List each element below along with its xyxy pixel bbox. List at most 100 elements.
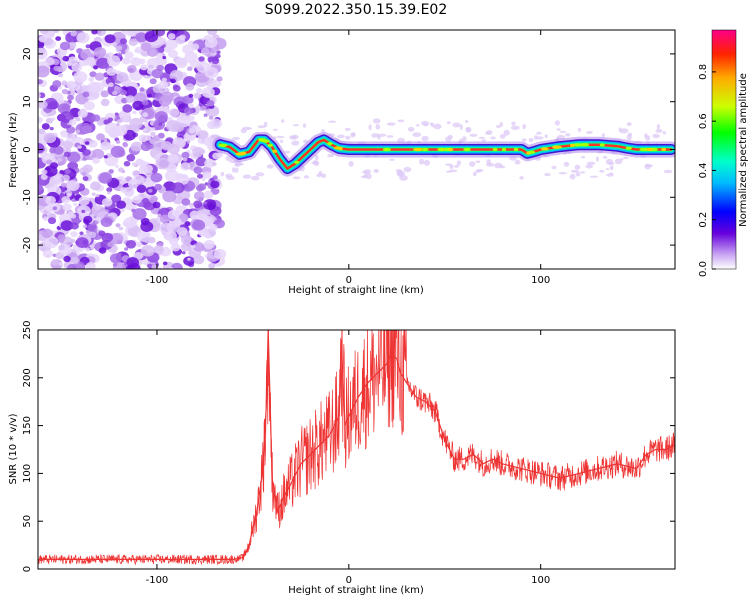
noise-speck	[44, 97, 58, 110]
faint-speck	[232, 167, 236, 173]
ridge-highlight	[382, 147, 391, 152]
faint-speck	[522, 123, 526, 130]
ridge-highlight	[338, 147, 343, 151]
noise-speck	[116, 72, 129, 83]
noise-speck	[149, 106, 154, 110]
noise-speck	[62, 140, 73, 150]
faint-speck	[315, 154, 319, 161]
noise-speck	[132, 195, 142, 204]
noise-speck	[38, 92, 46, 99]
noise-speck	[179, 34, 186, 41]
noise-speck	[38, 116, 43, 124]
faint-speck	[220, 171, 225, 177]
faint-speck	[419, 158, 425, 165]
faint-speck	[344, 127, 351, 131]
faint-speck	[619, 128, 629, 134]
faint-speck	[577, 127, 582, 132]
faint-speck	[280, 139, 284, 144]
snr-frame	[37, 329, 676, 570]
noise-speck	[85, 88, 100, 101]
noise-speck	[87, 223, 98, 232]
noise-speck	[38, 185, 44, 192]
noise-speck	[128, 38, 138, 46]
faint-speck	[499, 134, 506, 139]
faint-speck	[475, 160, 481, 163]
snr-y-axis-label: SNR (10 * v/v)	[8, 413, 19, 484]
noise-speck	[93, 47, 107, 58]
noise-speck	[60, 220, 74, 231]
noise-speck	[81, 171, 87, 176]
faint-speck	[466, 127, 470, 132]
noise-speck	[51, 259, 59, 266]
faint-speck	[656, 123, 661, 130]
noise-speck	[98, 230, 106, 237]
faint-speck	[655, 128, 663, 133]
faint-speck	[456, 160, 462, 166]
noise-speck	[120, 50, 126, 55]
noise-speck	[156, 52, 163, 58]
y-tick-label: -20	[22, 237, 33, 253]
noise-speck	[202, 87, 215, 98]
noise-speck	[88, 231, 97, 239]
faint-speck	[544, 172, 551, 177]
faint-speck	[292, 124, 300, 127]
noise-speck	[208, 262, 216, 269]
noise-speck	[182, 174, 188, 179]
faint-speck	[348, 160, 354, 167]
noise-speck	[213, 248, 227, 260]
faint-speck	[225, 173, 233, 178]
noise-speck	[122, 104, 133, 113]
ridge-highlight	[661, 147, 666, 152]
colorbar-tick-label: 0.0	[698, 261, 709, 277]
noise-speck	[70, 231, 78, 238]
noise-speck	[58, 244, 65, 251]
faint-speck	[579, 171, 586, 174]
noise-speck	[192, 219, 206, 231]
y-tick-label: 250	[22, 320, 33, 339]
faint-speck	[476, 169, 484, 172]
noise-speck	[116, 200, 127, 209]
noise-speck	[115, 164, 119, 168]
noise-speck	[195, 88, 203, 94]
faint-speck	[321, 129, 325, 133]
noise-speck	[157, 213, 162, 217]
faint-speck	[662, 131, 667, 135]
faint-speck	[449, 169, 458, 173]
noise-speck	[82, 224, 88, 229]
colorbar-tick-label: 0.2	[698, 212, 709, 228]
y-tick-label: -10	[22, 189, 33, 205]
noise-speck	[98, 247, 107, 254]
noise-speck	[62, 203, 72, 212]
faint-speck	[449, 164, 454, 170]
noise-speck	[200, 105, 207, 111]
ridge-highlight	[465, 147, 471, 152]
noise-speck	[40, 174, 48, 180]
noise-speck	[61, 196, 71, 204]
noise-speck	[60, 188, 66, 193]
noise-speck	[79, 231, 84, 236]
noise-speck	[143, 236, 151, 244]
noise-speck	[147, 64, 154, 70]
noise-speck	[52, 206, 57, 210]
ridge-highlight	[258, 138, 266, 142]
noise-speck	[106, 67, 117, 76]
ridge-highlight	[492, 147, 498, 152]
noise-speck	[187, 66, 193, 71]
noise-speck	[140, 142, 152, 152]
noise-speck	[49, 126, 54, 131]
noise-speck	[126, 257, 139, 268]
noise-speck	[106, 187, 113, 193]
noise-speck	[122, 57, 131, 65]
faint-speck	[570, 169, 580, 173]
noise-speck	[133, 174, 145, 184]
faint-speck	[373, 169, 379, 173]
noise-speck	[44, 236, 59, 249]
faint-speck	[472, 171, 477, 177]
noise-speck	[67, 94, 74, 101]
faint-speck	[251, 175, 260, 181]
faint-speck	[407, 126, 415, 132]
faint-speck	[423, 159, 430, 166]
noise-speck	[159, 214, 171, 224]
noise-speck	[122, 142, 129, 148]
